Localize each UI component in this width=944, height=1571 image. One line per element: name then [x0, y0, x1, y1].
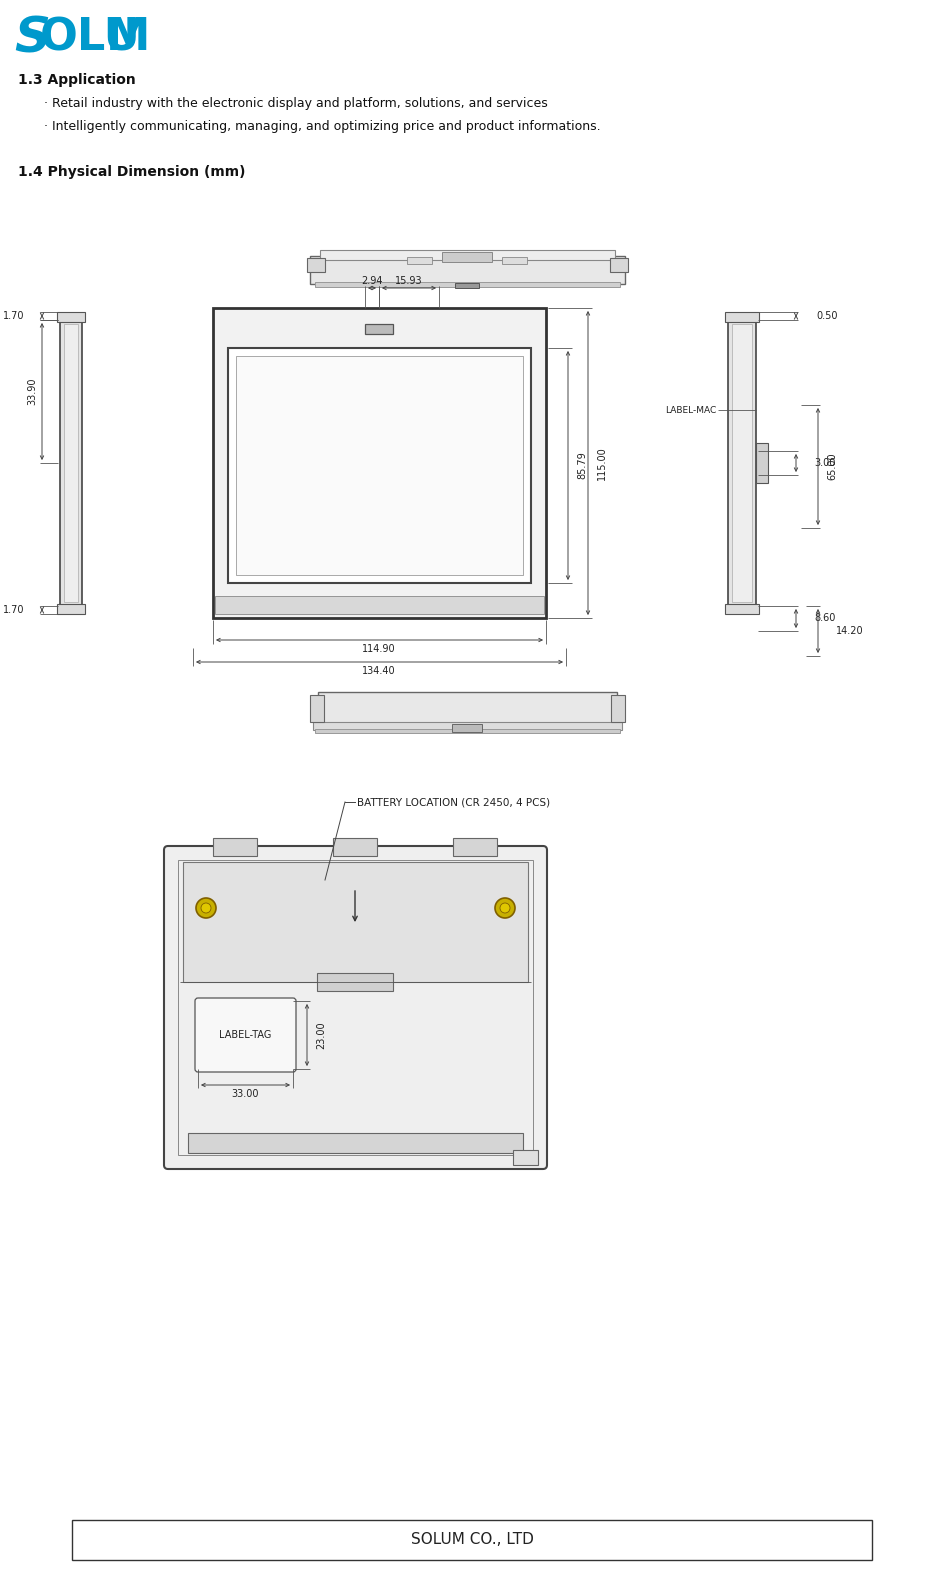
Circle shape [500, 903, 510, 913]
Text: OLU: OLU [40, 16, 141, 60]
Bar [320, 250, 615, 259]
Bar [453, 837, 497, 856]
Bar [315, 729, 620, 734]
Bar [310, 256, 625, 284]
Bar [315, 283, 620, 287]
Text: · Intelligently communicating, managing, and optimizing price and product inform: · Intelligently communicating, managing,… [44, 119, 600, 134]
Text: 8.60: 8.60 [814, 613, 835, 624]
Bar [610, 258, 628, 272]
Bar [307, 258, 325, 272]
Bar [502, 258, 527, 264]
Circle shape [196, 899, 216, 917]
Bar [728, 320, 756, 606]
Text: 1.70: 1.70 [3, 311, 24, 320]
FancyBboxPatch shape [164, 847, 547, 1169]
Text: 15.93: 15.93 [396, 276, 423, 286]
Bar [725, 603, 759, 614]
Text: SOLUM CO., LTD: SOLUM CO., LTD [411, 1532, 533, 1547]
Text: 85.79: 85.79 [577, 451, 587, 479]
Bar [317, 972, 393, 991]
Text: 2.94: 2.94 [362, 276, 382, 286]
Bar [513, 1150, 538, 1166]
Text: 3.00: 3.00 [814, 459, 835, 468]
Bar [333, 837, 377, 856]
Bar [57, 603, 85, 614]
Bar [407, 258, 432, 264]
Text: 33.90: 33.90 [27, 377, 37, 405]
Text: 65.00: 65.00 [827, 452, 837, 479]
Bar [72, 1521, 872, 1560]
Text: 0.50: 0.50 [816, 311, 837, 320]
Text: 23.00: 23.00 [316, 1021, 326, 1049]
Bar [611, 694, 625, 723]
Bar [732, 324, 752, 602]
Bar [57, 313, 85, 322]
Bar [236, 357, 523, 575]
Text: M: M [106, 16, 150, 60]
Bar [455, 283, 479, 287]
Text: 134.40: 134.40 [362, 666, 396, 676]
Bar [178, 859, 533, 1155]
Text: 1.3 Application: 1.3 Application [18, 72, 136, 86]
Text: 1.4 Physical Dimension (mm): 1.4 Physical Dimension (mm) [18, 165, 245, 179]
Bar [442, 251, 492, 262]
Text: 33.00: 33.00 [231, 1089, 259, 1100]
Text: 1.70: 1.70 [3, 605, 24, 614]
Circle shape [201, 903, 211, 913]
Text: · Retail industry with the electronic display and platform, solutions, and servi: · Retail industry with the electronic di… [44, 97, 548, 110]
Bar [452, 724, 482, 732]
Bar [318, 691, 617, 724]
Text: S: S [14, 14, 50, 61]
Bar [188, 1133, 523, 1153]
Text: LABEL-TAG: LABEL-TAG [219, 1031, 271, 1040]
Bar [756, 443, 768, 482]
Bar [215, 595, 544, 614]
Bar [213, 837, 257, 856]
Bar [183, 862, 528, 982]
Text: 14.20: 14.20 [836, 625, 864, 636]
Bar [725, 313, 759, 322]
Text: LABEL-MAC: LABEL-MAC [665, 405, 716, 415]
FancyBboxPatch shape [195, 998, 296, 1071]
Bar [64, 324, 78, 602]
Bar [60, 320, 82, 606]
Text: 114.90: 114.90 [362, 644, 396, 654]
Text: 115.00: 115.00 [597, 446, 607, 479]
Text: BATTERY LOCATION (CR 2450, 4 PCS): BATTERY LOCATION (CR 2450, 4 PCS) [357, 796, 550, 807]
Bar [313, 723, 622, 731]
Bar [228, 349, 531, 583]
Bar [213, 308, 546, 617]
Bar [310, 694, 324, 723]
Bar [365, 324, 393, 335]
Circle shape [495, 899, 515, 917]
